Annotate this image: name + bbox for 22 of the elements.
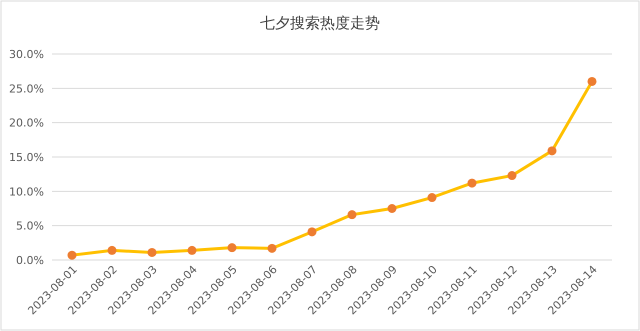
point bbox=[588, 76, 596, 86]
point bbox=[388, 204, 396, 213]
ytick: 0.0% bbox=[16, 254, 44, 267]
ytick: 20.0% bbox=[9, 116, 44, 130]
point bbox=[348, 210, 356, 220]
ytick: 25.0% bbox=[9, 82, 44, 96]
point bbox=[228, 243, 236, 252]
point bbox=[188, 246, 196, 255]
point bbox=[548, 146, 556, 156]
ytick: 5.0% bbox=[16, 220, 44, 233]
point bbox=[508, 171, 516, 180]
point bbox=[428, 193, 436, 202]
point bbox=[148, 248, 156, 257]
ytick: 15.0% bbox=[9, 151, 44, 164]
ytick: 30.0% bbox=[9, 48, 44, 61]
point bbox=[108, 246, 116, 255]
point bbox=[268, 244, 276, 253]
point bbox=[468, 178, 476, 188]
point bbox=[308, 227, 316, 236]
title: 七夕搜索热度走势 bbox=[260, 14, 380, 32]
point bbox=[68, 250, 76, 260]
ytick: 10.0% bbox=[9, 185, 44, 198]
